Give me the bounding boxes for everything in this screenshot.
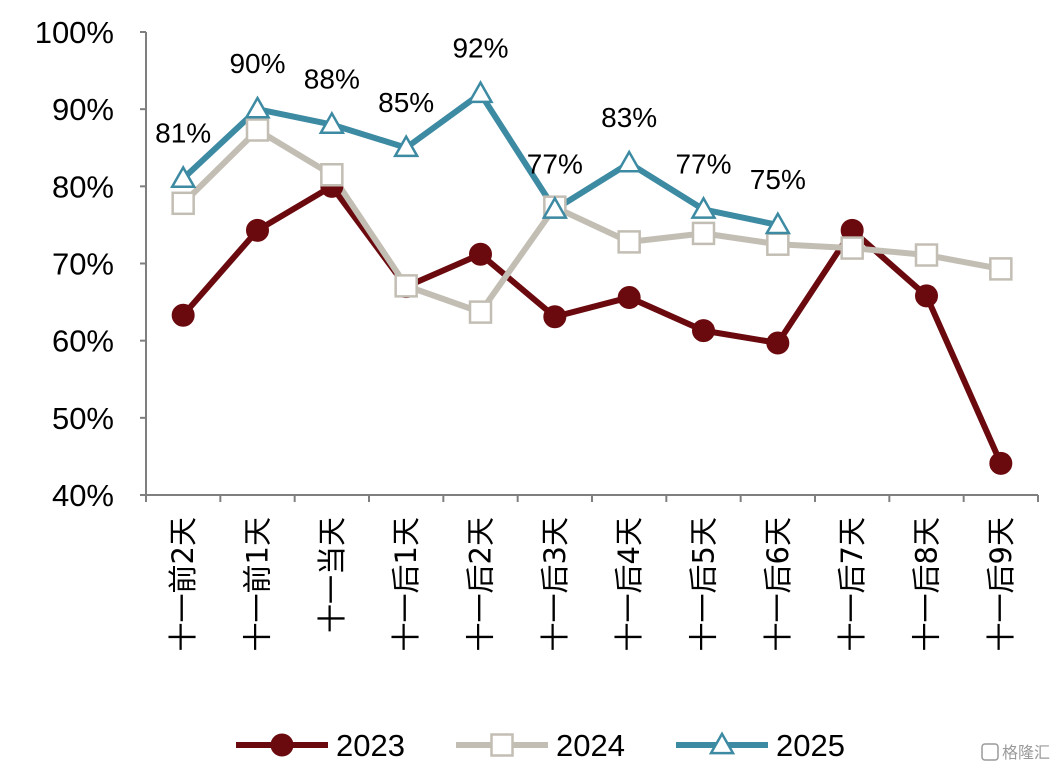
marker-2025 <box>318 110 345 134</box>
data-label-2025: 92% <box>452 33 508 64</box>
legend: 2023 2024 2025 <box>236 728 845 763</box>
x-tick-label: 十一前2天 <box>166 517 200 651</box>
y-tick-label: 40% <box>52 478 114 513</box>
marker-2024 <box>691 221 716 246</box>
marker-2024 <box>245 118 270 142</box>
y-tick-label: 80% <box>52 169 114 204</box>
marker-2025 <box>764 211 791 235</box>
data-label-2025: 77% <box>527 148 583 179</box>
data-label-2025: 85% <box>378 87 434 118</box>
watermark: 格隆汇 <box>981 743 1050 762</box>
watermark-text: 格隆汇 <box>1002 743 1050 762</box>
series-line-2024 <box>181 127 1002 316</box>
series-lines <box>180 90 1004 465</box>
marker-2023 <box>766 331 790 355</box>
marker-2023 <box>543 305 567 329</box>
data-label-2025: 75% <box>750 164 806 195</box>
x-tick-label: 十一后8天 <box>910 517 944 651</box>
marker-2025 <box>690 195 717 219</box>
y-tick-label: 100% <box>35 15 114 50</box>
marker-2024 <box>468 300 493 324</box>
series-markers <box>170 80 1013 475</box>
chart-axes <box>145 32 1038 496</box>
marker-2023 <box>469 242 492 266</box>
legend-marker-2024 <box>490 733 514 757</box>
marker-2025 <box>541 195 568 219</box>
y-tick-label: 90% <box>52 92 114 127</box>
data-label-2025: 83% <box>601 102 657 133</box>
legend-marker-2023 <box>270 733 294 757</box>
y-tick-label: 70% <box>52 247 114 282</box>
x-tick-label: 十一后1天 <box>389 517 423 651</box>
x-tick-label: 十一当天 <box>315 517 349 633</box>
data-label-2025: 81% <box>155 118 211 149</box>
marker-2023 <box>692 319 715 343</box>
y-tick-label: 60% <box>52 324 114 359</box>
y-axis-ticks: 100% 90% 80% 70% 60% 50% 40% <box>35 15 146 513</box>
legend-marker-2025 <box>708 731 736 755</box>
marker-2025 <box>467 80 494 104</box>
marker-2025 <box>244 95 271 119</box>
marker-2024 <box>320 163 344 187</box>
marker-2024 <box>617 230 641 254</box>
marker-2023 <box>989 451 1013 475</box>
marker-2023 <box>246 218 269 242</box>
data-label-2025: 88% <box>304 64 360 95</box>
x-axis-labels: 十一前2天 十一前1天 十一当天 十一后1天 十一后2天 十一后3天 十一后4天 十一后5天 十… <box>145 495 1039 651</box>
marker-2025 <box>616 149 643 173</box>
y-tick-label: 50% <box>52 401 114 436</box>
legend-label-2023: 2023 <box>336 728 405 763</box>
marker-2023 <box>915 284 938 308</box>
x-tick-label: 十一后7天 <box>835 517 869 651</box>
marker-2024 <box>171 191 195 216</box>
x-tick-label: 十一后3天 <box>538 517 572 651</box>
marker-2024 <box>394 274 418 298</box>
x-tick-label: 十一后9天 <box>984 517 1018 651</box>
data-label-2025: 90% <box>229 48 285 79</box>
marker-2024 <box>840 236 864 260</box>
legend-label-2025: 2025 <box>776 728 845 763</box>
x-tick-label: 十一后4天 <box>612 517 646 651</box>
marker-2024 <box>766 232 790 256</box>
legend-label-2024: 2024 <box>556 728 625 763</box>
marker-2024 <box>914 243 939 267</box>
x-tick-label: 十一后5天 <box>687 517 721 651</box>
data-label-2025: 77% <box>675 148 731 179</box>
x-tick-label: 十一前1天 <box>241 517 275 651</box>
data-labels: 81% 90% 88% 85% 92% 77% 83% 77% 75% <box>155 33 806 195</box>
marker-2025 <box>393 134 420 158</box>
marker-2024 <box>989 257 1013 281</box>
watermark-logo-icon <box>981 743 999 761</box>
marker-2025 <box>170 164 197 188</box>
marker-2023 <box>617 285 641 309</box>
x-tick-label: 十一后2天 <box>464 517 498 651</box>
series-line-2023 <box>180 183 1004 465</box>
marker-2023 <box>171 303 195 327</box>
x-tick-label: 十一后6天 <box>761 517 795 651</box>
